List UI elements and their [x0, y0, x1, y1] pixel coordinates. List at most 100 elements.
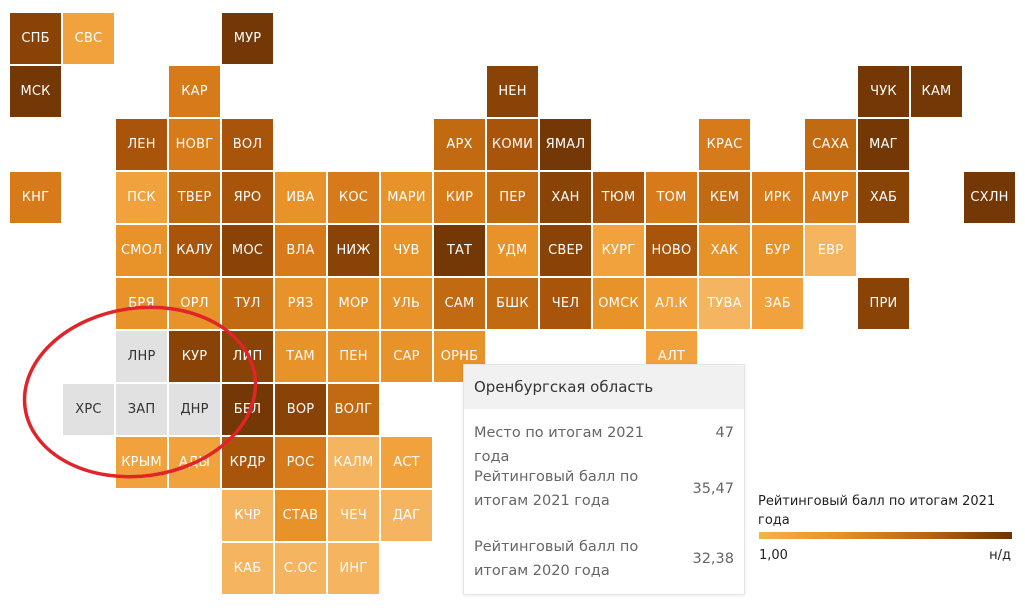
tooltip-row-label: Рейтинговый балл по итогам 2021 года	[474, 469, 639, 509]
region-tile[interactable]: КРДР	[222, 437, 273, 488]
region-tile[interactable]: АЛ.К	[646, 278, 697, 329]
legend-min-label: 1,00	[759, 548, 788, 563]
region-tile[interactable]: ХАН	[540, 172, 591, 223]
region-tile[interactable]: БУР	[752, 225, 803, 276]
region-tile[interactable]: ХРС	[63, 384, 114, 435]
region-tile[interactable]: КЧР	[222, 490, 273, 541]
region-tile[interactable]: АДЫ	[169, 437, 220, 488]
region-tile[interactable]: МОС	[222, 225, 273, 276]
region-tile[interactable]: ХАК	[699, 225, 750, 276]
tooltip-row-place: Место по итогам 2021 года 47	[474, 421, 734, 465]
region-tile[interactable]: КРЫМ	[116, 437, 167, 488]
region-tile[interactable]: МУР	[222, 13, 273, 64]
region-tile[interactable]: ДНР	[169, 384, 220, 435]
region-tile[interactable]: ВОЛГ	[328, 384, 379, 435]
tooltip-row-label: Рейтинговый балл по итогам 2020 года	[474, 539, 639, 579]
color-legend: Рейтинговый балл по итогам 2021 года 1,0…	[758, 492, 1013, 572]
region-tile[interactable]: САМ	[434, 278, 485, 329]
region-tile[interactable]: УДМ	[487, 225, 538, 276]
region-tile[interactable]: МОР	[328, 278, 379, 329]
region-tile[interactable]: РОС	[275, 437, 326, 488]
region-tile[interactable]: МСК	[10, 66, 61, 117]
region-tile[interactable]: ТУВА	[699, 278, 750, 329]
region-tile[interactable]: КНГ	[10, 172, 61, 223]
region-tile[interactable]: ПЕР	[487, 172, 538, 223]
region-tile[interactable]: НОВГ	[169, 119, 220, 170]
region-tile[interactable]: ЛЕН	[116, 119, 167, 170]
region-tile[interactable]: ЧЕЛ	[540, 278, 591, 329]
region-tile[interactable]: НИЖ	[328, 225, 379, 276]
region-tile[interactable]: АМУР	[805, 172, 856, 223]
region-tile[interactable]: ПЕН	[328, 331, 379, 382]
region-tile[interactable]: ЧУВ	[381, 225, 432, 276]
region-tile[interactable]: КИР	[434, 172, 485, 223]
region-tile[interactable]: КУР	[169, 331, 220, 382]
region-tile[interactable]: СВЕР	[540, 225, 591, 276]
tooltip-row-label: Место по итогам 2021 года	[474, 425, 644, 465]
region-tile[interactable]: БШК	[487, 278, 538, 329]
region-tile[interactable]: САХА	[805, 119, 856, 170]
region-tile[interactable]: ЗАБ	[752, 278, 803, 329]
region-tile[interactable]: ЯРО	[222, 172, 273, 223]
region-tile[interactable]: СХЛН	[964, 172, 1015, 223]
region-tile[interactable]: НЕН	[487, 66, 538, 117]
region-tile[interactable]: КАЛМ	[328, 437, 379, 488]
region-tile[interactable]: АСТ	[381, 437, 432, 488]
region-tile[interactable]: ТАТ	[434, 225, 485, 276]
region-tile[interactable]: КАМ	[911, 66, 962, 117]
region-tile[interactable]: ЗАП	[116, 384, 167, 435]
region-tile[interactable]: С.ОС	[275, 543, 326, 594]
region-tile[interactable]: ВОЛ	[222, 119, 273, 170]
tooltip-row-value: 47	[715, 425, 734, 441]
region-tile[interactable]: ТЮМ	[593, 172, 644, 223]
region-tile[interactable]: ЛИП	[222, 331, 273, 382]
region-tile[interactable]: КОС	[328, 172, 379, 223]
region-tile[interactable]: ИРК	[752, 172, 803, 223]
region-tile[interactable]: ТВЕР	[169, 172, 220, 223]
region-tile[interactable]: ВОР	[275, 384, 326, 435]
region-tile[interactable]: БРЯ	[116, 278, 167, 329]
region-tile[interactable]: ЧЕЧ	[328, 490, 379, 541]
region-tile[interactable]: ТУЛ	[222, 278, 273, 329]
region-tile[interactable]: УЛЬ	[381, 278, 432, 329]
region-tile[interactable]: ХАБ	[858, 172, 909, 223]
region-tile[interactable]: ТОМ	[646, 172, 697, 223]
region-tile[interactable]: ЛНР	[116, 331, 167, 382]
region-tile[interactable]: СПБ	[10, 13, 61, 64]
region-tile[interactable]: КАБ	[222, 543, 273, 594]
region-tile[interactable]: СМОЛ	[116, 225, 167, 276]
region-tile[interactable]: САР	[381, 331, 432, 382]
region-tile[interactable]: ЯМАЛ	[540, 119, 591, 170]
tooltip-title: Оренбургская область	[464, 365, 744, 409]
region-tile[interactable]: КАР	[169, 66, 220, 117]
region-tile[interactable]: ИВА	[275, 172, 326, 223]
region-tile[interactable]: КРАС	[699, 119, 750, 170]
region-tile[interactable]: ОМСК	[593, 278, 644, 329]
region-tile[interactable]: КАЛУ	[169, 225, 220, 276]
region-tile[interactable]: СВС	[63, 13, 114, 64]
region-tile[interactable]: АРХ	[434, 119, 485, 170]
region-tile[interactable]: ПРИ	[858, 278, 909, 329]
legend-max-label: н/д	[989, 548, 1011, 563]
tooltip-row-score-2021: Рейтинговый балл по итогам 2021 года 35,…	[474, 465, 734, 513]
tooltip-row-value: 32,38	[692, 551, 734, 567]
region-tile[interactable]: МАГ	[858, 119, 909, 170]
region-tile[interactable]: СТАВ	[275, 490, 326, 541]
region-tile[interactable]: ИНГ	[328, 543, 379, 594]
region-tile[interactable]: ОРЛ	[169, 278, 220, 329]
region-tile[interactable]: ТАМ	[275, 331, 326, 382]
region-tile[interactable]: ЕВР	[805, 225, 856, 276]
region-tile[interactable]: РЯЗ	[275, 278, 326, 329]
region-tile[interactable]: БЕЛ	[222, 384, 273, 435]
region-tile[interactable]: КЕМ	[699, 172, 750, 223]
region-tile[interactable]: МАРИ	[381, 172, 432, 223]
region-tile[interactable]: НОВО	[646, 225, 697, 276]
region-tile[interactable]: ПСК	[116, 172, 167, 223]
region-tile[interactable]: ДАГ	[381, 490, 432, 541]
region-tooltip: Оренбургская область Место по итогам 202…	[463, 364, 745, 595]
region-tile[interactable]: ВЛА	[275, 225, 326, 276]
region-tile[interactable]: КУРГ	[593, 225, 644, 276]
region-tile[interactable]: КОМИ	[487, 119, 538, 170]
region-tile[interactable]: ЧУК	[858, 66, 909, 117]
